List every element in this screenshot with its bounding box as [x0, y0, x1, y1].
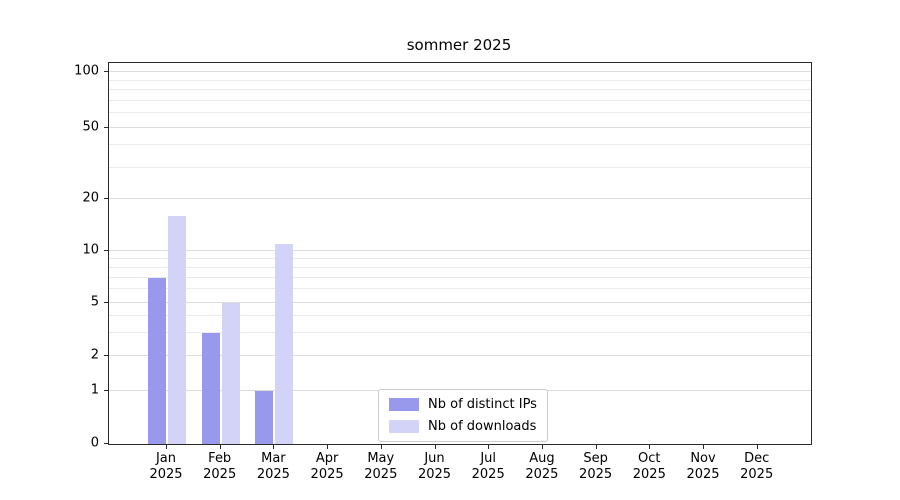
- x-tick-mark: [541, 445, 543, 449]
- grid-line-major: [109, 355, 811, 356]
- x-tick-month: May: [367, 451, 395, 466]
- grid-line-minor: [109, 331, 811, 333]
- x-tick-month: Nov: [690, 451, 716, 466]
- x-tick-year: 2025: [203, 467, 237, 483]
- x-tick-year: 2025: [632, 467, 666, 483]
- x-tick-label: Feb 2025: [203, 451, 236, 484]
- x-tick-label: Dec 2025: [740, 451, 773, 484]
- y-tick-label: 20: [82, 190, 99, 206]
- x-tick-month: Apr: [315, 451, 339, 466]
- x-tick-label: Mar 2025: [257, 451, 290, 484]
- grid-line-minor: [109, 79, 811, 81]
- x-tick-year: 2025: [149, 467, 183, 483]
- y-tick-label: 50: [82, 119, 99, 135]
- x-tick-label: Aug 2025: [525, 451, 558, 484]
- x-tick-year: 2025: [364, 467, 398, 483]
- x-tick-year: 2025: [686, 467, 720, 483]
- grid-line-minor: [109, 166, 811, 168]
- grid-line-major: [109, 198, 811, 200]
- x-tick-mark: [380, 445, 382, 449]
- y-tick-label: 0: [90, 435, 99, 451]
- grid-line-minor: [109, 99, 811, 101]
- x-tick-year: 2025: [525, 467, 559, 483]
- legend-label: Nb of downloads: [428, 419, 537, 434]
- legend-item: Nb of downloads: [389, 419, 537, 434]
- x-tick-month: Feb: [208, 451, 232, 466]
- x-tick-label: Jun 2025: [418, 451, 451, 484]
- x-tick-month: Jul: [480, 451, 497, 466]
- legend-label: Nb of distinct IPs: [428, 397, 537, 412]
- x-tick-mark: [166, 445, 167, 449]
- y-tick-mark: [104, 302, 108, 304]
- grid-line-minor: [109, 276, 811, 278]
- x-tick-month: Aug: [529, 451, 555, 466]
- x-tick-year: 2025: [740, 467, 774, 483]
- x-tick-label: May 2025: [364, 451, 397, 484]
- y-tick-label: 100: [74, 63, 99, 79]
- y-tick-label: 5: [90, 294, 99, 310]
- bar-distinct-ips: [255, 391, 274, 444]
- legend-item: Nb of distinct IPs: [389, 397, 537, 412]
- y-tick-mark: [104, 127, 108, 129]
- x-tick-year: 2025: [256, 467, 290, 483]
- x-tick-label: Apr 2025: [311, 451, 344, 484]
- x-tick-label: Sep 2025: [579, 451, 612, 484]
- y-tick-mark: [104, 249, 108, 251]
- grid-line-minor: [109, 89, 811, 91]
- x-tick-mark: [219, 445, 221, 449]
- x-tick-mark: [273, 445, 275, 449]
- y-tick-mark: [104, 390, 108, 392]
- legend-swatch: [389, 398, 419, 411]
- x-tick-month: Dec: [744, 451, 770, 466]
- x-tick-mark: [756, 445, 758, 449]
- x-tick-month: Sep: [583, 451, 608, 466]
- grid-line-major: [109, 249, 811, 251]
- legend-swatch: [389, 420, 419, 433]
- grid-line-minor: [109, 314, 811, 316]
- x-tick-year: 2025: [579, 467, 613, 483]
- grid-line-minor: [109, 257, 811, 259]
- y-tick-mark: [104, 198, 108, 200]
- plot-area: Nb of distinct IPs Nb of downloads: [108, 62, 812, 445]
- grid-line-minor: [109, 266, 811, 268]
- y-tick-label: 1: [90, 382, 99, 398]
- y-tick-label: 2: [90, 347, 99, 363]
- x-tick-month: Oct: [638, 451, 661, 466]
- x-tick-mark: [595, 445, 597, 449]
- x-tick-year: 2025: [471, 467, 505, 483]
- y-tick-label: 10: [82, 242, 99, 258]
- x-tick-year: 2025: [417, 467, 452, 483]
- grid-line-major: [109, 71, 811, 73]
- x-tick-label: Jul 2025: [472, 451, 505, 484]
- grid-line-minor: [109, 144, 811, 146]
- x-tick-label: Jan 2025: [149, 451, 182, 484]
- grid-line-major: [109, 302, 811, 304]
- grid-line-minor: [109, 288, 811, 290]
- chart-title: sommer 2025: [406, 36, 512, 54]
- y-tick-mark: [104, 354, 108, 356]
- x-tick-label: Nov 2025: [686, 451, 719, 484]
- x-tick-mark: [488, 445, 490, 449]
- bar-downloads: [275, 243, 294, 444]
- x-tick-mark: [327, 445, 329, 449]
- y-tick-mark: [104, 71, 108, 73]
- x-tick-year: 2025: [310, 467, 344, 483]
- x-tick-month: Jan: [155, 451, 177, 466]
- legend: Nb of distinct IPs Nb of downloads: [378, 389, 548, 442]
- x-tick-mark: [649, 445, 651, 449]
- grid-line-minor: [109, 112, 811, 114]
- x-tick-label: Oct 2025: [633, 451, 666, 484]
- bar-distinct-ips: [148, 277, 166, 444]
- y-tick-mark: [104, 443, 108, 444]
- bar-distinct-ips: [201, 332, 220, 444]
- bar-downloads: [221, 303, 240, 444]
- x-tick-mark: [434, 445, 436, 449]
- x-tick-month: Jun: [424, 451, 445, 466]
- x-tick-mark: [703, 445, 704, 449]
- grid-line-major: [109, 127, 811, 129]
- x-tick-month: Mar: [261, 451, 286, 466]
- bar-downloads: [168, 215, 186, 444]
